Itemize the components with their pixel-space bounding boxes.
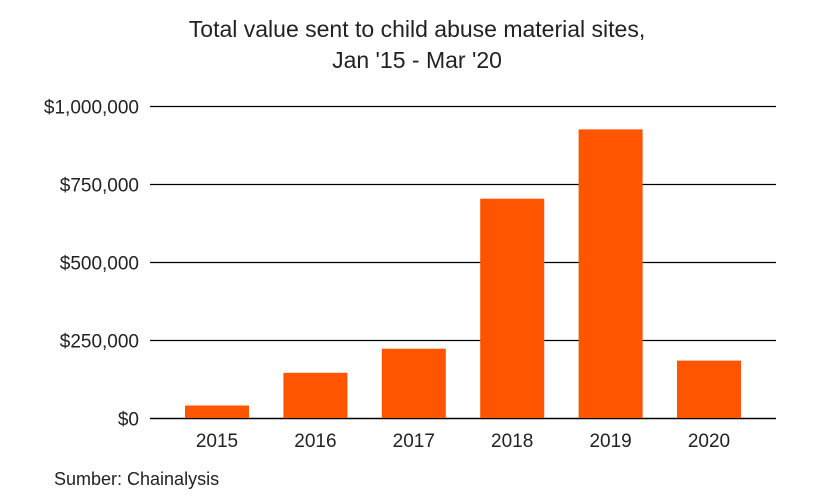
x-tick-label-2015: 2015: [196, 431, 238, 452]
x-tick-label-2016: 2016: [294, 431, 336, 452]
x-tick-label-2018: 2018: [491, 431, 533, 452]
y-axis-tick-labels: $0 $250,000 $500,000 $750,000 $1,000,000: [44, 98, 139, 431]
bar-2015: [185, 405, 249, 418]
x-tick-label-2017: 2017: [393, 431, 435, 452]
bar-2016: [283, 372, 348, 418]
bar-2017: [381, 348, 446, 418]
x-axis-tick-labels: 2015 2016 2017 2018 2019 2020: [196, 431, 730, 452]
x-tick-label-2020: 2020: [688, 431, 730, 452]
chart-title-line-1: Total value sent to child abuse material…: [188, 16, 646, 42]
y-tick-label: $250,000: [60, 332, 139, 353]
y-tick-label: $500,000: [60, 254, 139, 275]
y-tick-label: $1,000,000: [44, 98, 139, 119]
chart-title-line-2: Jan '15 - Mar '20: [332, 47, 502, 73]
chart-title: Total value sent to child abuse material…: [0, 14, 834, 76]
bar-2019: [578, 129, 643, 418]
y-tick-label: $0: [118, 410, 139, 431]
y-tick-label: $750,000: [60, 176, 139, 197]
x-tick-label-2019: 2019: [589, 431, 631, 452]
bar-2020: [677, 360, 741, 418]
bars: [185, 129, 741, 418]
gridlines: [150, 105, 776, 420]
bar-2018: [480, 198, 545, 418]
source-note: Sumber: Chainalysis: [54, 469, 220, 489]
